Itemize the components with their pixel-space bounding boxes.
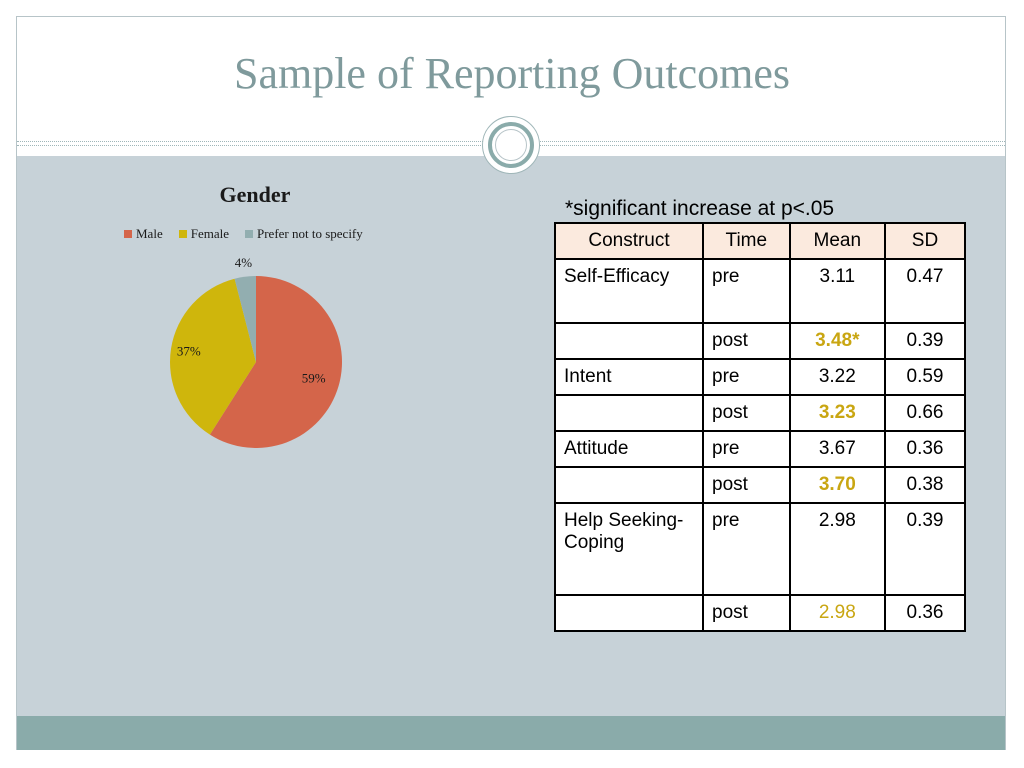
cell-construct (554, 594, 704, 632)
table-header-row: Construct Time Mean SD (554, 222, 967, 260)
cell-sd: 0.66 (883, 394, 967, 432)
cell-time: post (702, 466, 791, 504)
table-row: post 3.48* 0.39 (554, 322, 967, 360)
mean-value: 2.98 (818, 510, 856, 531)
header-sd: SD (883, 222, 967, 260)
cell-sd: 0.59 (883, 358, 967, 396)
pie-slice-male (209, 276, 343, 448)
cell-mean: 3.67 (788, 430, 886, 468)
legend-item-prefer-not: Prefer not to specify (244, 226, 363, 242)
footer-band (17, 716, 1005, 750)
legend-swatch-female (178, 230, 187, 238)
mean-value-highlighted: 2.98 (818, 602, 856, 623)
cell-sd: 0.38 (883, 466, 967, 504)
cell-construct: Self-Efficacy (554, 258, 704, 324)
cell-construct (554, 394, 704, 432)
cell-time: post (702, 394, 791, 432)
cell-mean: 2.98 (788, 594, 886, 632)
pie-slice-prefer-not-to-specify (234, 276, 256, 362)
cell-time: pre (702, 358, 791, 396)
chart-legend: Male Female Prefer not to specify (124, 226, 363, 242)
table-row: post 2.98 0.36 (554, 594, 967, 632)
pie-label-prefer-not-to-specify: 4% (235, 255, 253, 270)
legend-swatch-male (124, 230, 132, 238)
medallion-ornament (482, 116, 540, 174)
header-time: Time (702, 222, 791, 260)
table-row: Intent pre 3.22 0.59 (554, 358, 967, 396)
cell-mean: 3.22 (788, 358, 886, 396)
header-construct: Construct (554, 222, 704, 260)
cell-construct: Help Seeking-Coping (554, 502, 704, 596)
cell-time: pre (702, 258, 791, 324)
cell-time: pre (702, 430, 791, 468)
cell-mean: 2.98 (788, 502, 886, 596)
table-row: Help Seeking-Coping pre 2.98 0.39 (554, 502, 967, 596)
cell-construct: Intent (554, 358, 704, 396)
pie-chart: 59% 37% 4% (170, 255, 343, 448)
legend-item-female: Female (178, 226, 229, 242)
mean-value: 3.22 (818, 366, 856, 387)
legend-item-male: Male (124, 226, 163, 242)
cell-sd: 0.47 (883, 258, 967, 324)
cell-sd: 0.36 (883, 430, 967, 468)
cell-sd: 0.39 (883, 502, 967, 596)
cell-time: post (702, 322, 791, 360)
table-row: Self-Efficacy pre 3.11 0.47 (554, 258, 967, 324)
cell-mean: 3.11 (788, 258, 886, 324)
cell-construct (554, 322, 704, 360)
chart-title: Gender (219, 182, 291, 207)
legend-label-prefer-not: Prefer not to specify (256, 226, 363, 241)
legend-swatch-prefer-not (244, 230, 253, 238)
table-row: post 3.23 0.66 (554, 394, 967, 432)
table-row: post 3.70 0.38 (554, 466, 967, 504)
pie-slice-female (170, 278, 256, 435)
mean-value-significant: 3.48* (815, 330, 860, 351)
pie-label-male: 59% (302, 371, 326, 386)
slide-title: Sample of Reporting Outcomes (233, 49, 790, 98)
cell-time: pre (702, 502, 791, 596)
significance-note: *significant increase at p<.05 (565, 197, 835, 220)
cell-mean: 3.23 (788, 394, 886, 432)
mean-value-highlighted: 3.23 (818, 402, 856, 423)
cell-sd: 0.36 (883, 594, 967, 632)
table-row: Attitude pre 3.67 0.36 (554, 430, 967, 468)
cell-mean: 3.48* (788, 322, 886, 360)
medallion-inner-ring (495, 129, 527, 161)
pie-label-female: 37% (177, 343, 201, 358)
medallion-ring (488, 122, 534, 168)
cell-time: post (702, 594, 791, 632)
header-mean: Mean (788, 222, 886, 260)
legend-label-male: Male (136, 226, 163, 241)
mean-value: 3.11 (819, 266, 856, 287)
mean-value-highlighted: 3.70 (818, 474, 856, 495)
cell-sd: 0.39 (883, 322, 967, 360)
cell-construct (554, 466, 704, 504)
results-table: Construct Time Mean SD Self-Efficacy pre… (554, 222, 967, 632)
legend-label-female: Female (190, 226, 229, 241)
cell-mean: 3.70 (788, 466, 886, 504)
mean-value: 3.67 (818, 438, 856, 459)
cell-construct: Attitude (554, 430, 704, 468)
